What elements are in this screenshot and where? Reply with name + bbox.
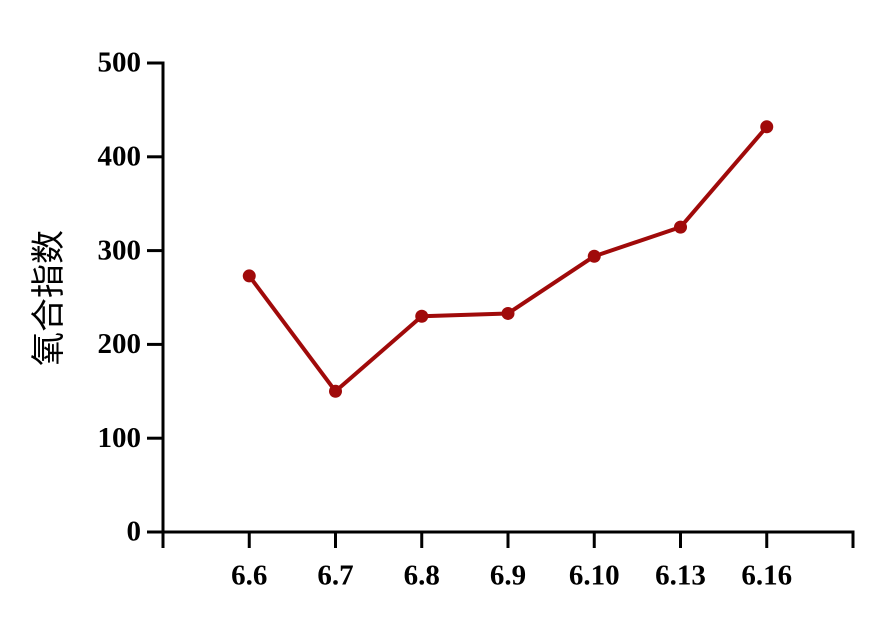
y-tick-label: 400 <box>98 140 142 172</box>
y-axis-label: 氧合指数 <box>30 230 68 366</box>
data-point <box>674 220 687 234</box>
y-tick-label: 100 <box>98 422 142 454</box>
x-tick-label: 6.10 <box>569 560 620 592</box>
x-tick-label: 6.9 <box>490 560 526 592</box>
y-tick-label: 300 <box>98 234 142 266</box>
data-point <box>501 306 515 320</box>
data-point <box>760 120 774 134</box>
x-tick-label: 6.7 <box>317 560 353 592</box>
y-tick-label: 500 <box>98 47 142 79</box>
y-tick-label: 200 <box>98 328 142 360</box>
data-point <box>415 309 429 323</box>
x-tick-label: 6.6 <box>231 560 267 592</box>
data-point <box>587 249 601 263</box>
data-point <box>242 269 256 283</box>
x-tick-label: 6.8 <box>404 560 440 592</box>
x-tick-label: 6.16 <box>741 560 792 592</box>
series-line <box>247 125 769 394</box>
y-tick-label: 0 <box>127 516 142 548</box>
data-point <box>329 384 342 398</box>
x-tick-label: 6.13 <box>655 560 706 592</box>
